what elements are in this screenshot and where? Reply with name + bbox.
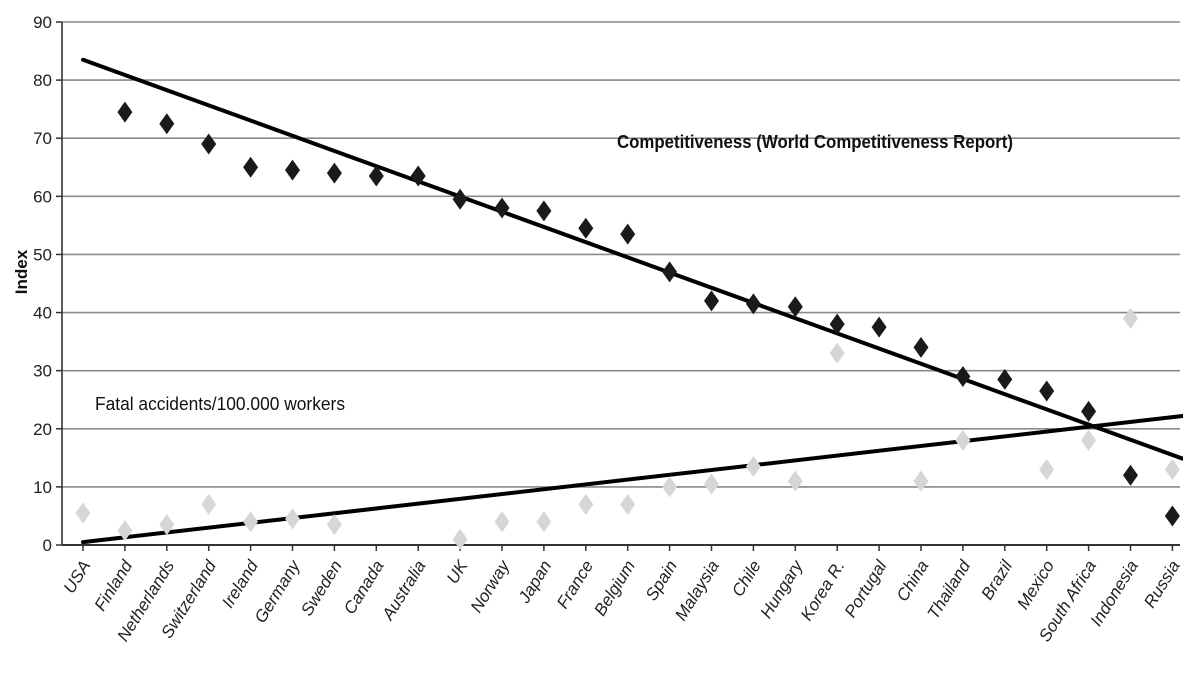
competitiveness-point: [704, 290, 719, 312]
competitiveness-point: [452, 188, 468, 210]
competitiveness-point: [997, 368, 1013, 390]
x-category-label: Portugal: [841, 556, 891, 621]
fatal-accidents-point: [117, 519, 133, 541]
fatal-accidents-point: [201, 493, 217, 515]
fatal-accidents-point: [578, 493, 594, 515]
competitiveness-point: [1039, 380, 1055, 402]
y-tick-label-30: 30: [33, 362, 52, 381]
y-tick-label-10: 10: [33, 478, 52, 497]
competitiveness-point: [326, 162, 342, 184]
y-tick-label-80: 80: [33, 71, 52, 90]
x-category-label: Spain: [642, 557, 681, 604]
x-category-label: China: [893, 557, 933, 605]
competitiveness-point: [243, 156, 259, 178]
fatal-accidents-point: [1123, 307, 1138, 329]
fatal-accidents-point: [1164, 458, 1180, 480]
trendline-competitiveness: [81, 57, 1183, 461]
fatal-accidents-point: [955, 429, 971, 451]
competitiveness-point: [159, 113, 175, 135]
fatal-accidents-point: [745, 456, 761, 478]
competitiveness-point: [745, 293, 761, 315]
competitiveness-point: [201, 133, 217, 155]
competitiveness-point: [1123, 464, 1138, 486]
fatal-accidents-point: [913, 470, 929, 492]
x-category-label: USA: [60, 557, 95, 597]
fatal-accidents-point: [1081, 429, 1097, 451]
data-points: [75, 101, 1180, 550]
competitiveness-point: [578, 217, 594, 239]
competitiveness-point: [829, 313, 845, 335]
y-tick-label-0: 0: [43, 536, 52, 555]
x-category-label: Finland: [91, 557, 137, 615]
competitiveness-point: [117, 101, 133, 123]
fatal-accidents-point: [620, 493, 636, 515]
annotation-competitiveness: Competitiveness (World Competitiveness R…: [617, 132, 1013, 152]
y-tick-label-50: 50: [33, 245, 52, 264]
fatal-accidents-point: [829, 342, 845, 364]
y-axis-ticks: 0 10 20 30 40 50 60 70 80 90: [33, 13, 62, 555]
competitiveness-point: [285, 159, 300, 181]
fatal-accidents-point: [494, 511, 510, 533]
trendline-fatal-accidents: [81, 414, 1183, 545]
competitiveness-point: [494, 197, 510, 219]
competitiveness-point: [787, 296, 803, 318]
competitiveness-point: [913, 336, 929, 358]
fatal-accidents-point: [75, 502, 91, 524]
competitiveness-point: [955, 365, 971, 387]
fatal-accidents-point: [159, 514, 175, 536]
fatal-accidents-point: [536, 511, 552, 533]
x-axis-categories: USAFinlandNetherlandsSwitzerlandIrelandG…: [60, 545, 1183, 645]
x-category-label: Japan: [514, 557, 555, 607]
gridlines: [61, 21, 1180, 546]
annotation-fatal-accidents: Fatal accidents/100.000 workers: [95, 394, 345, 414]
y-tick-label-40: 40: [33, 304, 52, 323]
y-tick-label-90: 90: [33, 13, 52, 32]
x-category-label: France: [553, 557, 597, 612]
x-category-label: UK: [443, 556, 472, 587]
fatal-accidents-point: [787, 470, 803, 492]
x-category-label: Sweden: [297, 557, 346, 619]
y-tick-label-60: 60: [33, 187, 52, 206]
competitiveness-point: [662, 261, 678, 283]
trendlines: [81, 57, 1183, 545]
competitiveness-point: [1164, 505, 1180, 527]
competitiveness-point: [536, 200, 552, 222]
fatal-accidents-point: [662, 476, 678, 498]
x-category-label: Mexico: [1013, 557, 1058, 613]
competitiveness-point: [871, 316, 887, 338]
y-tick-label-70: 70: [33, 129, 52, 148]
x-category-label: Brazil: [978, 556, 1017, 603]
y-tick-label-20: 20: [33, 420, 52, 439]
y-axis-label: Index: [12, 249, 31, 294]
x-category-label: Russia: [1140, 557, 1183, 611]
fatal-accidents-point: [285, 508, 300, 530]
x-category-label: Belgium: [590, 557, 639, 619]
x-category-label: Ireland: [218, 557, 262, 612]
competitiveness-point: [620, 223, 636, 245]
competitiveness-point: [368, 165, 384, 187]
fatal-accidents-point: [1039, 458, 1055, 480]
competitiveness-point: [1081, 400, 1097, 422]
fatal-accidents-point: [704, 473, 719, 495]
fatal-accidents-point: [326, 514, 342, 536]
fatal-accidents-point: [452, 528, 468, 550]
competitiveness-point: [410, 165, 426, 187]
fatal-accidents-point: [243, 511, 259, 533]
x-category-label: Chile: [728, 557, 765, 600]
x-category-label: Norway: [467, 556, 514, 616]
